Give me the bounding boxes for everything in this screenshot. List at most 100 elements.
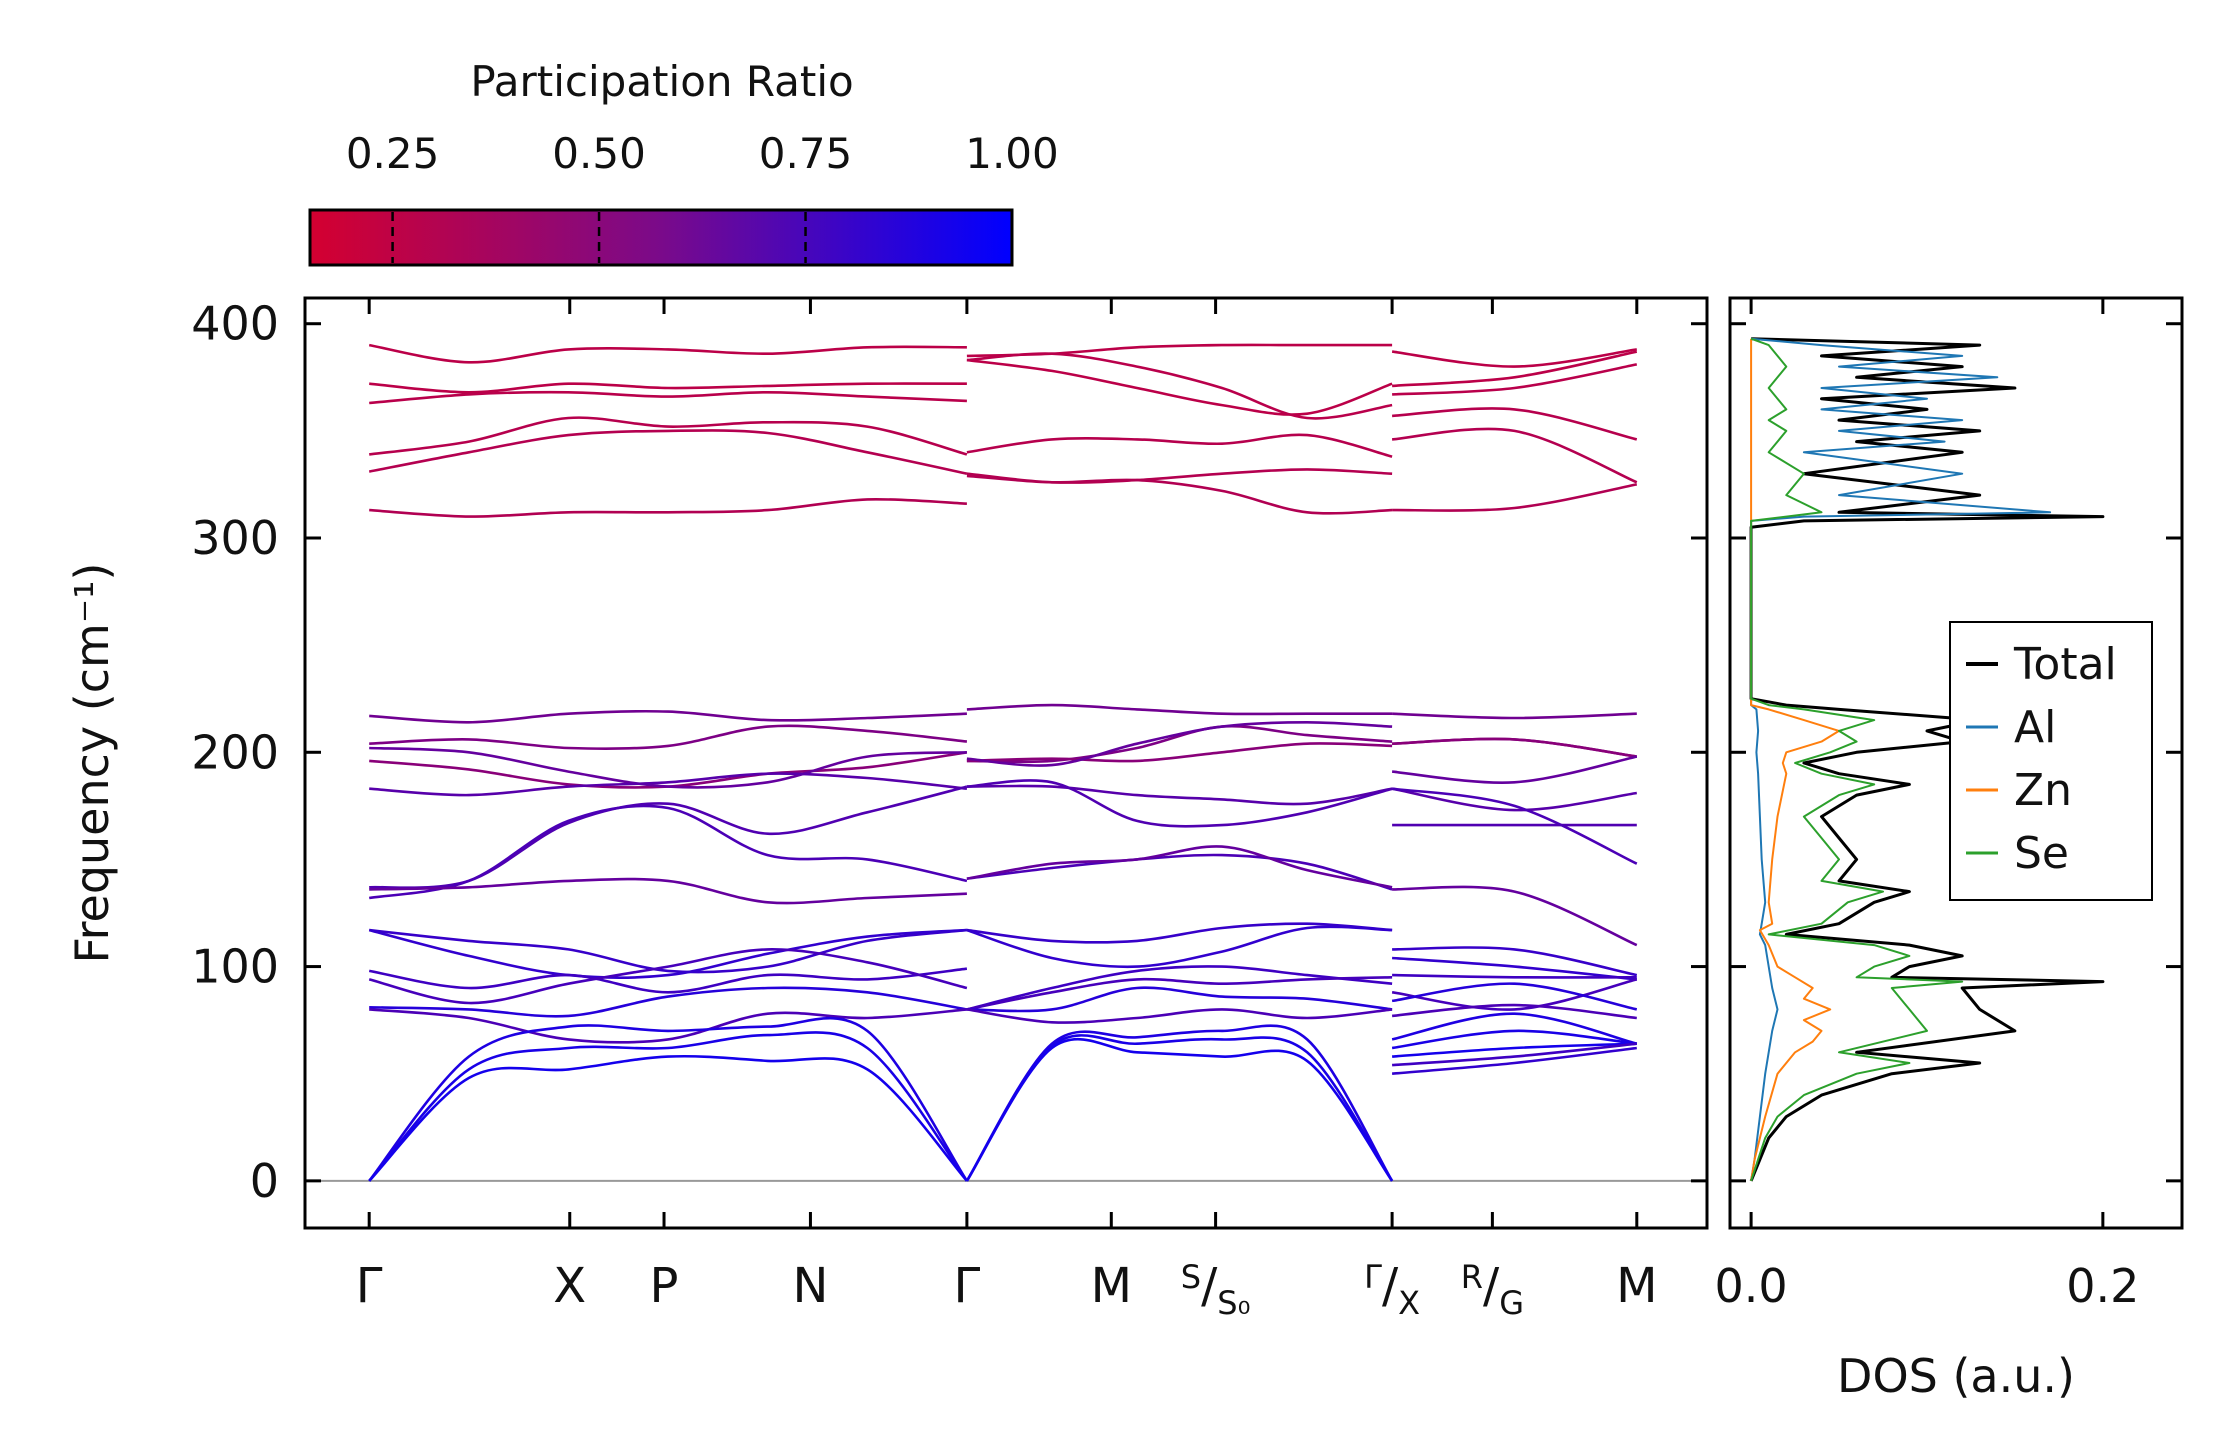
band-y-axis-label: Frequency (cm⁻¹) xyxy=(65,563,119,964)
phonon-branch xyxy=(369,1008,968,1044)
phonon-branch xyxy=(368,948,968,1005)
colorbar-tick-label: 1.00 xyxy=(965,129,1059,178)
phonon-branch xyxy=(1391,1012,1638,1045)
dos-curve-zn xyxy=(1750,338,1840,1182)
phonon-branch xyxy=(966,1008,1393,1024)
x-tick-label: N xyxy=(792,1258,828,1314)
phonon-branch xyxy=(1391,755,1638,784)
y-tick-label: 300 xyxy=(191,511,279,565)
phonon-branch xyxy=(1391,1003,1637,1020)
phonon-branch xyxy=(368,967,968,994)
phonon-branch xyxy=(1392,885,1638,947)
phonon-branch xyxy=(369,986,968,1018)
x-tick-label: M xyxy=(1616,1258,1657,1314)
legend-label: Al xyxy=(2014,702,2056,753)
x-tick-label: M xyxy=(1091,1258,1132,1314)
phonon-branch xyxy=(1392,483,1638,512)
phonon-branch xyxy=(966,925,1393,969)
phonon-branch xyxy=(966,721,1393,767)
phonon-branch xyxy=(966,358,1393,416)
x-tick-label: P xyxy=(650,1258,679,1314)
phonon-branch xyxy=(965,1024,1394,1182)
phonon-branch xyxy=(369,877,967,905)
band-structure-panel: Frequency (cm⁻¹) 0 100 200 300 400 Γ X P N Γ M S/S… xyxy=(65,296,1709,1322)
dos-legend: Total Al Zn Se xyxy=(1949,621,2153,901)
dos-panel-frame xyxy=(1728,296,2184,1230)
dos-curve-se xyxy=(1750,337,1964,1182)
y-tick-label: 200 xyxy=(191,725,279,779)
legend-label: Se xyxy=(2014,828,2069,879)
phonon-branch xyxy=(966,703,1393,716)
band-x-axis: Γ X P N Γ M S/S₀ Γ/X R/G M xyxy=(356,298,1658,1322)
phonon-branch xyxy=(966,433,1393,458)
phonon-branch xyxy=(966,784,1393,806)
phonon-branch xyxy=(368,1054,968,1182)
phonon-branch xyxy=(1392,363,1638,396)
dos-y-ticks xyxy=(1730,322,2182,1183)
colorbar-tick-label: 0.25 xyxy=(346,129,440,178)
phonon-branch xyxy=(369,772,968,797)
phonon-branch xyxy=(966,352,1393,420)
phonon-branch xyxy=(966,853,1393,891)
phonon-branch xyxy=(1392,712,1637,720)
band-y-axis: 0 100 200 300 400 xyxy=(191,297,1707,1208)
dos-x-axis: 0.0 0.2 xyxy=(1715,298,2139,1313)
dos-panel: 0.0 0.2 DOS (a.u.) Total Al Zn Se xyxy=(1715,296,2184,1403)
phonon-branch xyxy=(966,986,1393,1013)
phonon-branch xyxy=(966,474,1393,515)
phonon-branch xyxy=(1392,407,1638,441)
phonon-branch xyxy=(966,845,1393,889)
phonon-branch xyxy=(369,709,967,724)
dos-x-tick-label: 0.0 xyxy=(1715,1259,1788,1313)
colorbar xyxy=(308,208,1014,267)
phonon-branch xyxy=(369,416,968,456)
phonon-branch xyxy=(966,779,1393,828)
phonon-branch xyxy=(1391,982,1638,1011)
x-tick-label: R/G xyxy=(1461,1258,1524,1322)
phonon-branch xyxy=(369,928,968,974)
phonon-branch xyxy=(1391,978,1638,1011)
phonon-branches xyxy=(368,343,1638,1182)
colorbar-tick-label: 0.75 xyxy=(759,129,853,178)
x-tick-label: Γ xyxy=(954,1258,981,1314)
legend-label: Zn xyxy=(2014,765,2072,816)
phonon-branch xyxy=(369,382,967,394)
phonon-branch xyxy=(1392,427,1638,484)
phonon-branch xyxy=(1391,1029,1637,1050)
phonon-branch xyxy=(1392,737,1637,758)
phonon-branch xyxy=(369,724,968,751)
phonon-branch xyxy=(369,390,967,405)
phonon-branch xyxy=(1391,787,1637,812)
phonon-branch xyxy=(1392,946,1638,977)
phonon-branch xyxy=(1392,350,1638,388)
phonon-branch xyxy=(368,928,967,979)
phonon-branch xyxy=(369,785,968,890)
phonon-branch xyxy=(368,429,968,475)
colorbar-tick-label: 0.50 xyxy=(552,129,646,178)
phonon-branch xyxy=(368,804,968,900)
phonon-branch xyxy=(1391,348,1637,368)
phonon-branch xyxy=(1392,1042,1637,1058)
x-tick-label: Γ xyxy=(356,1258,383,1314)
phonon-branch xyxy=(369,746,967,789)
dos-x-tick-label: 0.2 xyxy=(2066,1259,2139,1313)
band-panel-frame xyxy=(303,296,1709,1230)
phonon-branch xyxy=(966,922,1393,944)
phonon-branch xyxy=(1391,787,1638,865)
dos-curves xyxy=(1749,337,2105,1182)
legend-label: Total xyxy=(2013,639,2117,690)
phonon-branch xyxy=(369,497,967,518)
phonon-branch xyxy=(368,343,967,364)
x-tick-label: Γ/X xyxy=(1364,1258,1420,1322)
dos-curve-total xyxy=(1749,337,2105,1182)
dos-x-axis-label: DOS (a.u.) xyxy=(1837,1349,2075,1403)
phonon-branch xyxy=(966,742,1393,763)
colorbar-label: Participation Ratio xyxy=(470,57,853,106)
phonon-branch xyxy=(965,1034,1394,1182)
phonon-branch xyxy=(1392,1042,1637,1067)
y-tick-label: 0 xyxy=(250,1154,279,1208)
phonon-branch xyxy=(368,1031,968,1182)
x-tick-label: X xyxy=(553,1258,586,1314)
y-tick-label: 400 xyxy=(191,297,279,351)
